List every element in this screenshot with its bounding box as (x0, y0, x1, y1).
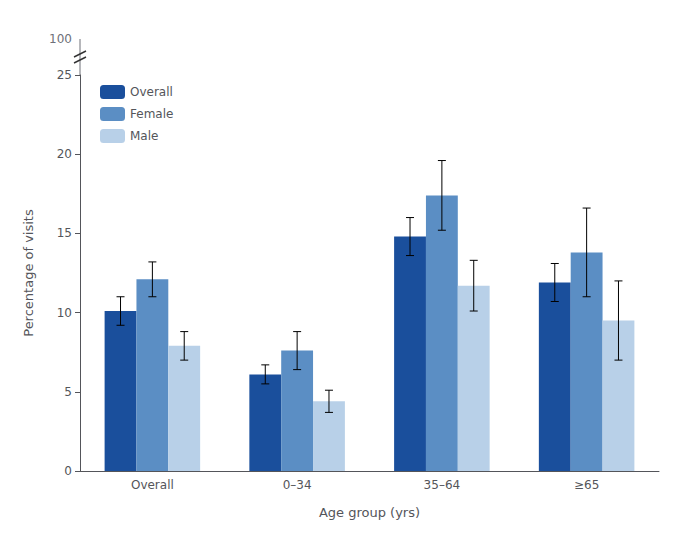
svg-text:35–64: 35–64 (424, 478, 461, 492)
svg-text:25: 25 (57, 68, 72, 82)
svg-text:5: 5 (64, 385, 72, 399)
svg-text:10: 10 (57, 306, 72, 320)
svg-text:Male: Male (130, 129, 158, 143)
svg-text:Percentage of visits: Percentage of visits (21, 209, 36, 337)
svg-text:15: 15 (57, 226, 72, 240)
svg-text:0–34: 0–34 (283, 478, 312, 492)
svg-text:Overall: Overall (131, 478, 174, 492)
svg-text:Overall: Overall (130, 85, 173, 99)
svg-text:Age group (yrs): Age group (yrs) (319, 505, 420, 520)
svg-text:Female: Female (130, 107, 173, 121)
svg-text:≥65: ≥65 (574, 478, 599, 492)
svg-text:0: 0 (64, 464, 72, 478)
svg-text:100: 100 (49, 32, 72, 46)
svg-text:20: 20 (57, 147, 72, 161)
